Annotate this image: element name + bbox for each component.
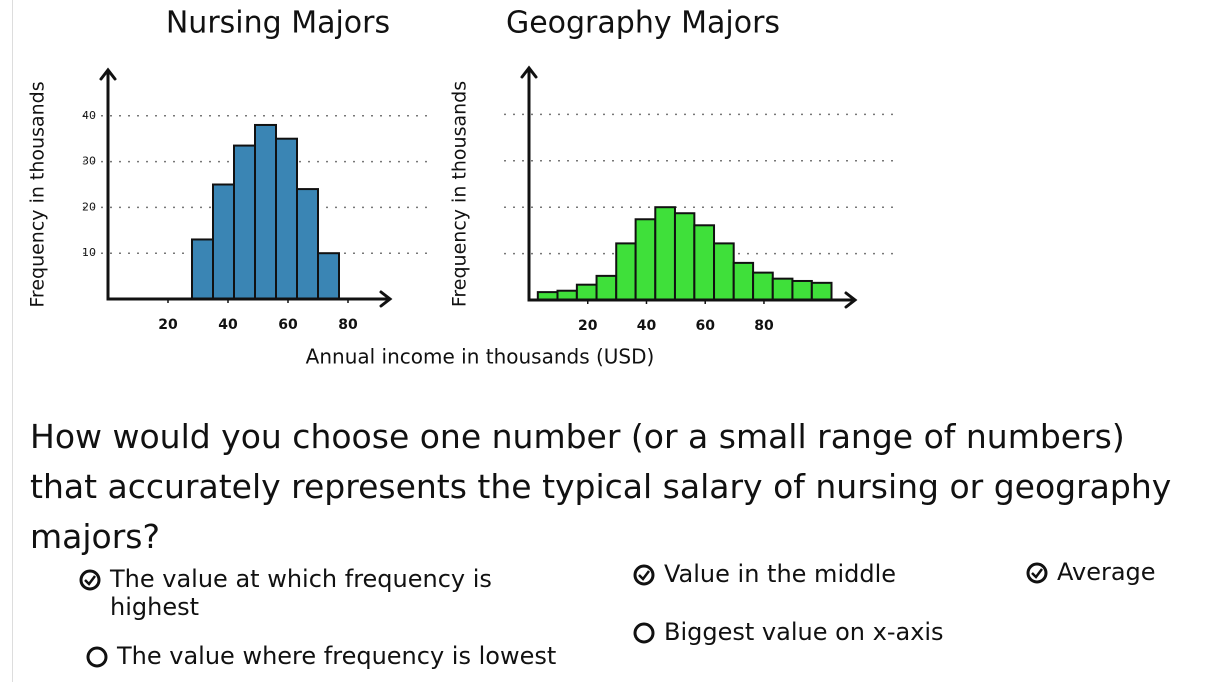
option-label: Value in the middle (664, 560, 897, 588)
check-mark (84, 575, 96, 586)
option-label: Average (1057, 558, 1156, 586)
bar (254, 123, 277, 300)
y-axis-label: Frequency in thousands (449, 81, 471, 307)
bar (233, 144, 256, 300)
option[interactable]: Biggest value on x-axis (632, 618, 944, 646)
axes (520, 65, 858, 309)
bar (615, 242, 637, 301)
option-label: The value where frequency is lowest (117, 642, 557, 670)
bar (212, 183, 235, 300)
y-tick-label: 40 (82, 109, 96, 122)
chart-title: Geography Majors (506, 6, 780, 41)
option[interactable]: The value at which frequency is highest (78, 565, 548, 621)
bar (732, 261, 755, 302)
bar (771, 277, 794, 302)
bar (191, 238, 214, 301)
checkbox[interactable] (78, 568, 102, 592)
x-tick-label: 40 (218, 317, 238, 333)
charts: Annual income in thousands (USD) Nursing… (27, 6, 895, 369)
edge (12, 0, 13, 682)
checkbox[interactable] (632, 563, 656, 587)
x-tick-label: 60 (278, 317, 298, 333)
y-tick-label: 10 (82, 246, 96, 259)
bar (693, 224, 716, 302)
chart-title: Nursing Majors (166, 6, 390, 41)
bar (673, 212, 696, 301)
option[interactable]: Value in the middle (632, 560, 896, 588)
bar (595, 274, 618, 302)
x-tick-label: 80 (754, 318, 774, 334)
check-mark (1031, 568, 1043, 579)
y-axis-label: Frequency in thousands (27, 81, 49, 307)
bar (654, 206, 676, 301)
option[interactable]: The value where frequency is lowest (85, 642, 556, 670)
option[interactable]: Average (1025, 558, 1156, 586)
check-mark (638, 570, 650, 581)
axes (99, 67, 393, 308)
checkbox-circle (86, 646, 108, 668)
x-tick-label: 80 (338, 317, 358, 333)
bar (752, 271, 774, 301)
bar (296, 188, 319, 300)
y-tick-label: 30 (82, 155, 96, 168)
x-tick-label: 20 (578, 318, 598, 334)
checkbox[interactable] (1025, 561, 1049, 585)
x-tick-label: 40 (637, 318, 657, 334)
option-label: Biggest value on x-axis (664, 618, 944, 646)
checkbox-circle (633, 622, 655, 644)
option-label: The value at which frequency is highest (110, 565, 492, 621)
bar (713, 242, 735, 301)
checkbox-circle (79, 569, 101, 591)
bar (634, 218, 657, 302)
bar (317, 252, 340, 300)
x-tick-label: 20 (158, 317, 178, 333)
bar (791, 279, 813, 302)
question: How would you choose one number (or a sm… (30, 417, 1172, 556)
checkbox[interactable] (85, 645, 109, 669)
x-axis-label: Annual income in thousands (USD) (306, 345, 655, 369)
bar (575, 283, 598, 301)
x-tick-label: 60 (695, 318, 715, 334)
checkbox-circle (1026, 562, 1048, 584)
y-tick-label: 20 (82, 200, 96, 213)
checkbox-circle (633, 564, 655, 586)
bar (810, 281, 833, 301)
bar (275, 137, 298, 300)
checkbox[interactable] (632, 621, 656, 645)
